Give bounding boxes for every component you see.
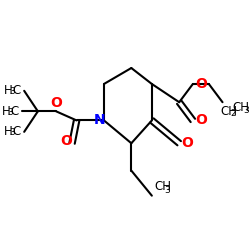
Text: CH: CH [154,180,171,194]
Text: N: N [94,114,105,128]
Text: 3: 3 [243,106,249,115]
Text: 3: 3 [9,128,15,138]
Text: CH: CH [220,105,237,118]
Text: C: C [12,125,20,138]
Text: O: O [181,136,193,150]
Text: CH: CH [233,102,250,114]
Text: C: C [10,105,18,118]
Text: H: H [4,125,12,138]
Text: 3: 3 [9,88,15,96]
Text: 3: 3 [164,186,170,196]
Text: 2: 2 [230,109,236,118]
Text: O: O [196,114,207,128]
Text: H: H [4,84,12,97]
Text: O: O [196,77,207,91]
Text: H: H [2,105,10,118]
Text: 3: 3 [7,108,13,117]
Text: O: O [50,96,62,110]
Text: C: C [12,84,20,97]
Text: O: O [60,134,72,148]
